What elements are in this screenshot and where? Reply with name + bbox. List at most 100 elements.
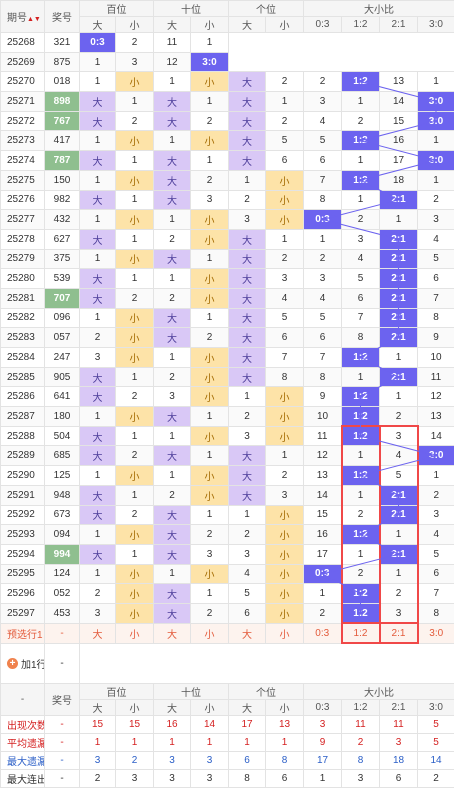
miss-count: 1 <box>190 91 229 112</box>
prize-cell: 125 <box>44 465 80 486</box>
prediction-ratio[interactable]: 0:3 <box>303 622 342 644</box>
ratio-miss: 5 <box>417 248 454 270</box>
prediction-label: 预选行1 <box>0 622 45 644</box>
stats-value: 3 <box>79 750 116 770</box>
prediction-ratio[interactable]: 1:2 <box>340 622 381 645</box>
ratio-miss: 2 <box>341 110 380 132</box>
miss-count: 1 <box>79 563 116 585</box>
ratio-mark: 2:1 <box>379 189 418 211</box>
ratio-miss: 15 <box>303 504 342 526</box>
small-header: 小 <box>115 16 154 33</box>
stats-hundreds-header: 百位 <box>79 682 154 700</box>
prize-cell: 247 <box>44 347 80 368</box>
miss-count: 1 <box>115 228 154 250</box>
big-mark: 大 <box>153 307 191 329</box>
ratio-miss: 6 <box>303 150 342 171</box>
prediction-cell[interactable]: 大 <box>79 622 116 644</box>
stats-value: 1 <box>115 732 154 752</box>
prediction-ratio[interactable]: 3:0 <box>417 622 454 644</box>
miss-count: 1 <box>115 366 154 388</box>
prize-cell: 057 <box>44 327 80 348</box>
miss-count: 2 <box>190 110 229 132</box>
period-header-label: 期号 <box>7 13 27 24</box>
small-mark: 小 <box>265 563 304 585</box>
small-mark: 小 <box>115 602 154 624</box>
ratio-miss: 15 <box>379 110 418 132</box>
period-cell: 25274 <box>0 150 45 171</box>
miss-count: 1 <box>79 465 116 486</box>
prediction-cell[interactable]: 小 <box>190 622 229 644</box>
ratio-miss: 1 <box>417 71 454 93</box>
prize-cell: 150 <box>44 169 80 191</box>
add-row-button[interactable]: + 加1行 <box>7 656 44 671</box>
prediction-cell[interactable]: 大 <box>228 622 266 644</box>
stats-prize-header: 奖号 <box>44 682 80 716</box>
add-row-cell: + 加1行 <box>0 642 45 684</box>
miss-count: 6 <box>265 327 304 348</box>
big-mark: 大 <box>153 150 191 171</box>
big-mark: 大 <box>153 91 191 112</box>
small-mark: 小 <box>115 307 154 329</box>
ratio-miss: 2 <box>341 209 380 230</box>
big-header: 大 <box>153 698 191 716</box>
prize-cell: 767 <box>44 110 80 132</box>
ratio-mark: 2:1 <box>378 504 419 526</box>
prediction-prize: - <box>44 622 80 644</box>
prize-cell: 898 <box>44 91 80 112</box>
small-mark: 小 <box>190 484 229 506</box>
tens-header: 十位 <box>153 0 229 17</box>
prediction-cell[interactable]: 小 <box>265 622 304 644</box>
stats-tens-header: 十位 <box>153 682 229 700</box>
miss-count: 1 <box>79 524 116 545</box>
ratio-miss: 13 <box>303 465 342 486</box>
prediction-cell[interactable]: 大 <box>153 622 191 644</box>
ratio-mark: 1:2 <box>340 602 381 624</box>
ratio-miss: 18 <box>379 169 418 191</box>
ratio-miss: 1 <box>190 32 229 53</box>
ratio-miss: 12 <box>153 51 191 73</box>
ratio-miss: 1 <box>378 524 419 545</box>
ratio-miss: 2 <box>340 504 381 526</box>
prize-cell: 905 <box>44 366 80 388</box>
big-mark: 大 <box>228 71 266 93</box>
small-mark: 小 <box>265 209 304 230</box>
ratio-miss: 1 <box>341 189 380 211</box>
draw-row: 25274 787 大 1 大 1 大 6 6 1 17 3:0 <box>0 150 454 171</box>
miss-count: 1 <box>115 268 154 289</box>
period-cell: 25269 <box>0 51 45 73</box>
ratio-mark: 0:3 <box>303 563 342 585</box>
period-cell: 25283 <box>0 327 45 348</box>
period-header[interactable]: 期号▲▼ <box>0 0 45 33</box>
prediction-cell[interactable]: 小 <box>115 622 154 644</box>
prediction-ratio[interactable]: 2:1 <box>378 622 419 645</box>
ratio-miss: 1 <box>340 543 381 565</box>
sort-icon[interactable]: ▲▼ <box>27 16 41 23</box>
small-mark: 小 <box>115 563 154 585</box>
big-mark: 大 <box>79 287 116 309</box>
big-mark: 大 <box>228 110 266 132</box>
period-cell: 25273 <box>0 130 45 152</box>
big-mark: 大 <box>79 110 116 132</box>
ratio-miss: 3 <box>378 425 419 447</box>
stats-value: 14 <box>417 750 454 770</box>
miss-count: 2 <box>115 386 154 408</box>
miss-count: 6 <box>265 150 304 171</box>
period-cell: 25290 <box>0 465 45 486</box>
period-cell: 25286 <box>0 386 45 408</box>
ratio-miss: 4 <box>303 287 342 309</box>
prediction-row[interactable]: 预选行1 - 大 小 大 小 大 小 0:3 1:2 2:1 3:0 <box>0 622 454 645</box>
ratio-miss: 5 <box>341 268 380 289</box>
draw-row: 25296 052 2 小大 1 5 小 1 1:2 2 7 <box>0 583 454 604</box>
ratio-mark: 2:1 <box>379 248 418 270</box>
miss-count: 1 <box>115 91 154 112</box>
ratio-miss: 10 <box>303 406 342 427</box>
prize-cell: 707 <box>44 287 80 309</box>
stats-value: 1 <box>153 732 191 752</box>
stats-section: - 奖号 百位 十位 个位 大小比 大 小 大 小 大 小 0:3 1:2 2:… <box>0 682 454 716</box>
prize-cell: 375 <box>44 248 80 270</box>
stats-value: 2 <box>115 750 154 770</box>
small-mark: 小 <box>115 248 154 270</box>
ratio-miss: 16 <box>303 524 342 545</box>
period-cell: 25297 <box>0 602 45 624</box>
ratio-1-2-header: 1:2 <box>341 16 380 33</box>
